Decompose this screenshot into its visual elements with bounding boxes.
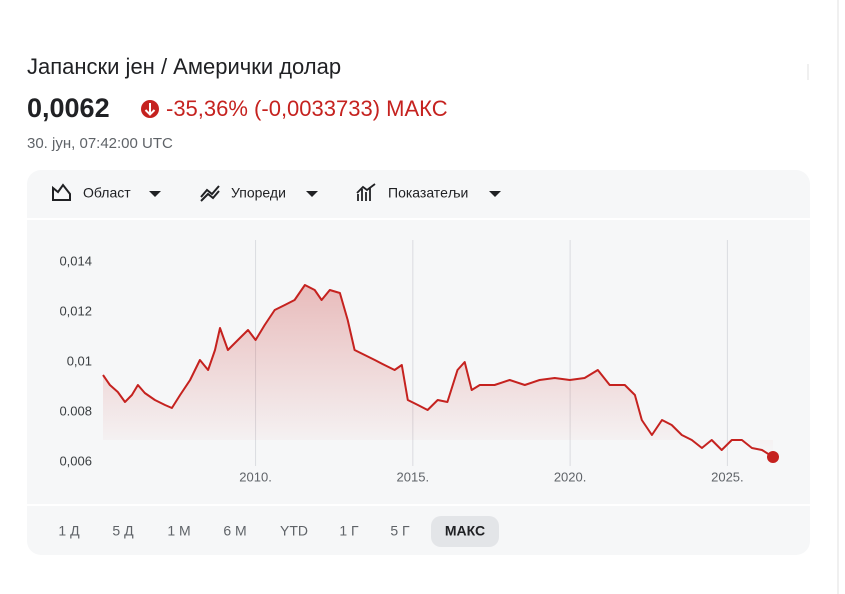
down-icon (141, 100, 159, 118)
range-button[interactable]: 1 М (167, 523, 190, 539)
range-label: 1 М (167, 523, 190, 539)
range-button[interactable]: 1 Д (58, 523, 80, 539)
range-button[interactable]: МАКС (431, 516, 499, 547)
toolbar-label: Област (83, 185, 131, 201)
timestamp: 30. јун, 07:42:00 UTC (27, 135, 173, 152)
y-tick-label: 0,014 (59, 253, 92, 268)
range-button[interactable]: 1 Г (339, 523, 359, 539)
range-label: 1 Г (339, 523, 359, 539)
chart-card (27, 170, 810, 555)
range-label: YTD (280, 523, 308, 539)
x-tick-label: 2020. (554, 469, 587, 484)
range-button[interactable]: 5 Г (390, 523, 410, 539)
price-line (102, 284, 774, 458)
change: -35,36% (-0,0033733) МАКС (166, 96, 448, 121)
range-label: 5 Г (390, 523, 410, 539)
range-label: 6 М (223, 523, 246, 539)
y-tick-label: 0.008 (59, 403, 92, 418)
range-button[interactable]: 5 Д (112, 523, 134, 539)
x-tick-label: 2025. (711, 469, 744, 484)
area-fill (103, 285, 773, 457)
price: 0,0062 (27, 93, 110, 123)
end-point (767, 451, 779, 463)
y-tick-label: 0,006 (59, 453, 92, 468)
range-label: 1 Д (58, 523, 80, 539)
range-label: МАКС (445, 523, 485, 539)
range-button[interactable]: YTD (280, 523, 308, 539)
indicators-button[interactable]: Показатељи (356, 183, 501, 201)
range-selected-bg (431, 516, 499, 547)
y-tick-label: 0,012 (59, 303, 92, 318)
toolbar-label: Показатељи (388, 185, 468, 201)
title: Јапански јен / Амерички долар (27, 54, 341, 79)
range-button[interactable]: 6 М (223, 523, 246, 539)
compare-button[interactable]: Упореди (200, 185, 318, 202)
area-button[interactable]: Област (52, 183, 161, 201)
y-tick-label: 0,01 (67, 353, 92, 368)
toolbar-label: Упореди (231, 185, 286, 201)
x-tick-label: 2015. (397, 469, 430, 484)
x-tick-label: 2010. (239, 469, 272, 484)
range-label: 5 Д (112, 523, 134, 539)
